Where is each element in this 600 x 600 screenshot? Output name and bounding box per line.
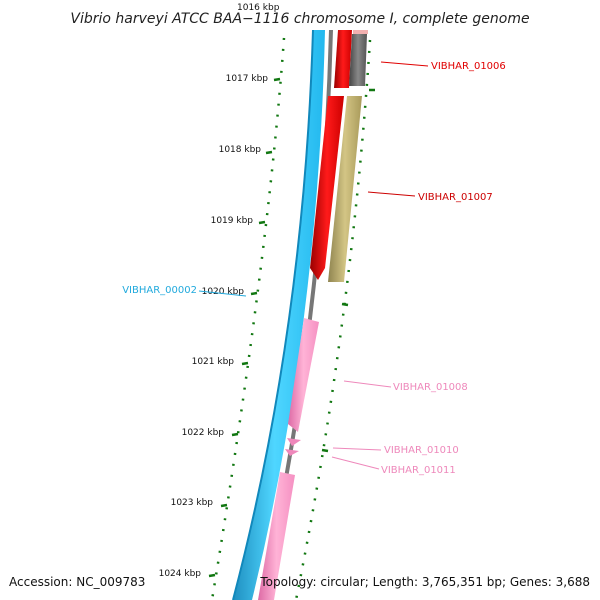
gene-olive [328,96,362,282]
accession-text: Accession: NC_009783 [9,575,145,589]
gene-darkgrey-top [349,34,367,86]
tick-label-1018: 1018 kbp [219,145,262,155]
connector-vibhar-01010 [332,447,382,451]
gene-vibhar-01011 [285,449,299,456]
gene-pink-bottom [258,472,295,600]
map-title: Vibrio harveyi ATCC BAA−1116 chromosome … [70,11,529,27]
connector-vibhar-01007 [367,191,416,197]
backbone-blue-band [233,30,325,600]
gene-label-vibhar-01010[interactable]: VIBHAR_01010 [384,445,459,456]
tick-marks [208,77,375,578]
topology-text: Topology: circular; Length: 3,765,351 bp… [259,575,590,589]
tick-label-1017: 1017 kbp [226,74,269,84]
connector-vibhar-01006 [380,61,429,67]
gene-red-top [334,30,352,88]
gene-pale-red-top [353,30,368,34]
connector-vibhar-00002 [198,290,247,297]
gene-vibhar-01008 [288,318,319,432]
tick-label-1023: 1023 kbp [171,498,214,508]
gene-label-vibhar-00002[interactable]: VIBHAR_00002 [122,285,197,296]
tick-label-1020: 1020 kbp [202,287,245,297]
inner-dotted-track [294,39,372,600]
gene-label-vibhar-01011[interactable]: VIBHAR_01011 [381,465,456,476]
tick-label-1019: 1019 kbp [211,216,254,226]
gene-label-vibhar-01006[interactable]: VIBHAR_01006 [431,61,506,72]
tick-label-1022: 1022 kbp [182,428,225,438]
connector-vibhar-01011 [331,456,380,470]
gene-label-vibhar-01008[interactable]: VIBHAR_01008 [393,382,468,393]
tick-label-1024: 1024 kbp [159,569,202,579]
gene-label-vibhar-01007[interactable]: VIBHAR_01007 [418,192,493,203]
gene-vibhar-01007 [310,96,344,280]
connector-vibhar-01008 [343,380,392,388]
backbone-blue-edge [232,29,314,600]
tick-label-partial: 1016 kbp [237,3,280,13]
gene-vibhar-01010 [287,438,301,446]
outer-dotted-track [210,37,286,600]
tick-label-1021: 1021 kbp [192,357,235,367]
